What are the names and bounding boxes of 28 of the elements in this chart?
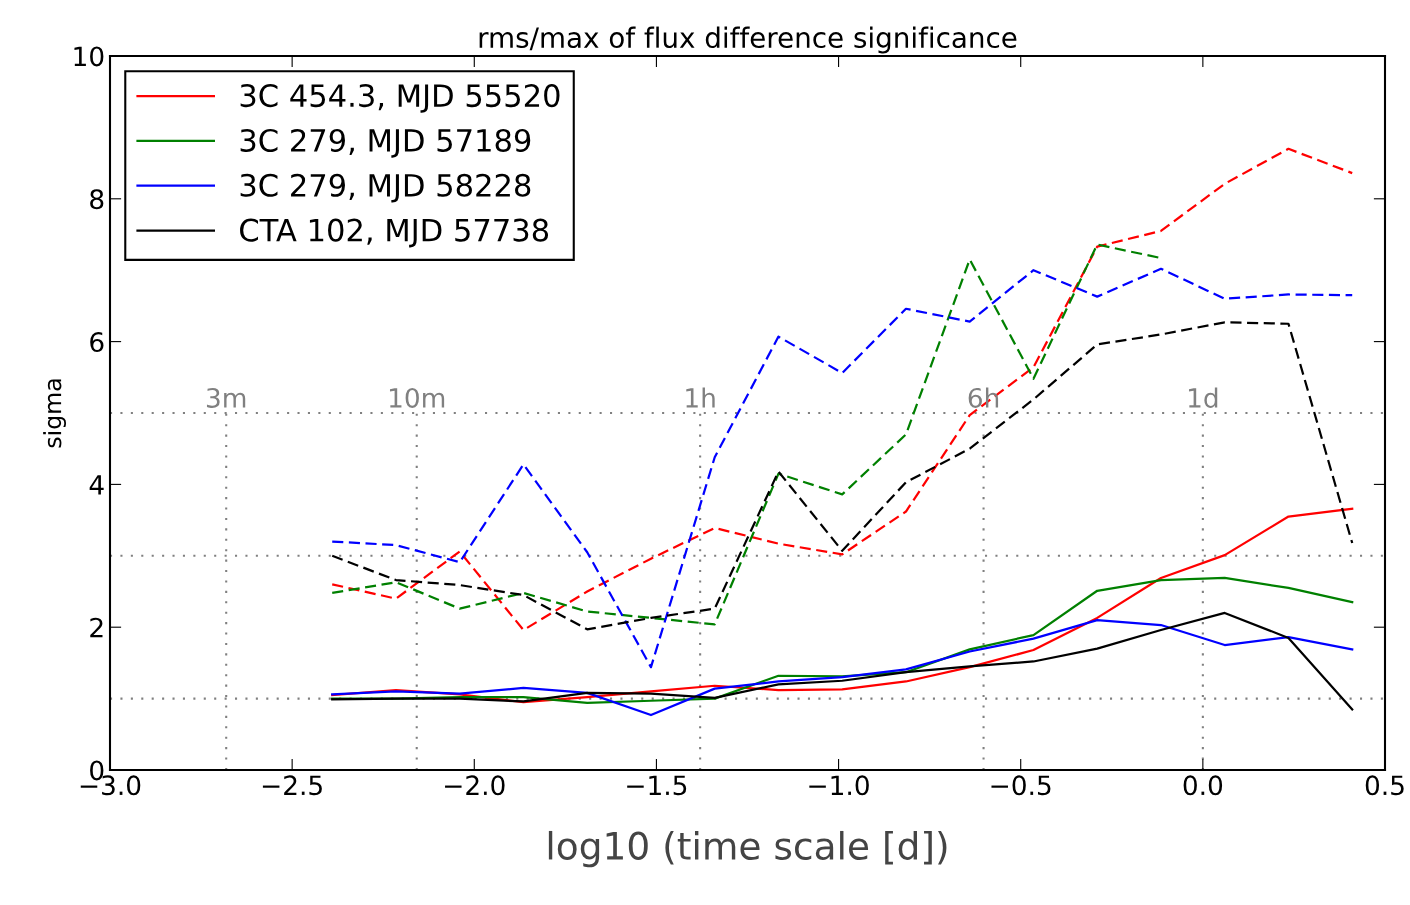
line-series (331, 267, 1354, 669)
x-tick-label: 0.5 (1365, 775, 1404, 796)
y-axis-title: sigma (43, 379, 66, 448)
x-tick-label: −1.0 (809, 775, 869, 796)
x-tick-label: 0.0 (1183, 775, 1223, 796)
y-tick-label: 4 (89, 475, 104, 495)
line-series (331, 576, 1354, 704)
x-tick-label: −2.0 (445, 775, 505, 796)
ref-line-label: 6h (968, 387, 999, 408)
legend-label: 3C 454.3, MJD 55520 (240, 84, 560, 113)
x-axis-title: log10 (time scale [d]) (548, 830, 947, 868)
y-tick-label: 8 (90, 189, 104, 210)
ref-line-label: 1h (686, 387, 715, 408)
x-tick-label: −1.5 (627, 775, 687, 796)
ref-line-label: 1d (1188, 387, 1218, 408)
legend-label: CTA 102, MJD 57738 (240, 218, 549, 248)
x-tick-label: −0.5 (991, 775, 1051, 796)
x-tick-label: −2.5 (262, 775, 322, 796)
y-tick-label: 2 (90, 617, 103, 638)
legend-label: 3C 279, MJD 57189 (240, 128, 531, 158)
y-tick-label: 6 (90, 332, 104, 352)
chart-title: rms/max of flux difference significance (479, 26, 1017, 54)
y-tick-label: 10 (74, 46, 104, 67)
line-series (331, 321, 1354, 631)
ref-line-label: 10m (389, 387, 445, 408)
line-series (331, 507, 1354, 704)
ref-line-label: 3m (206, 387, 246, 408)
legend-label: 3C 279, MJD 58228 (240, 173, 531, 203)
